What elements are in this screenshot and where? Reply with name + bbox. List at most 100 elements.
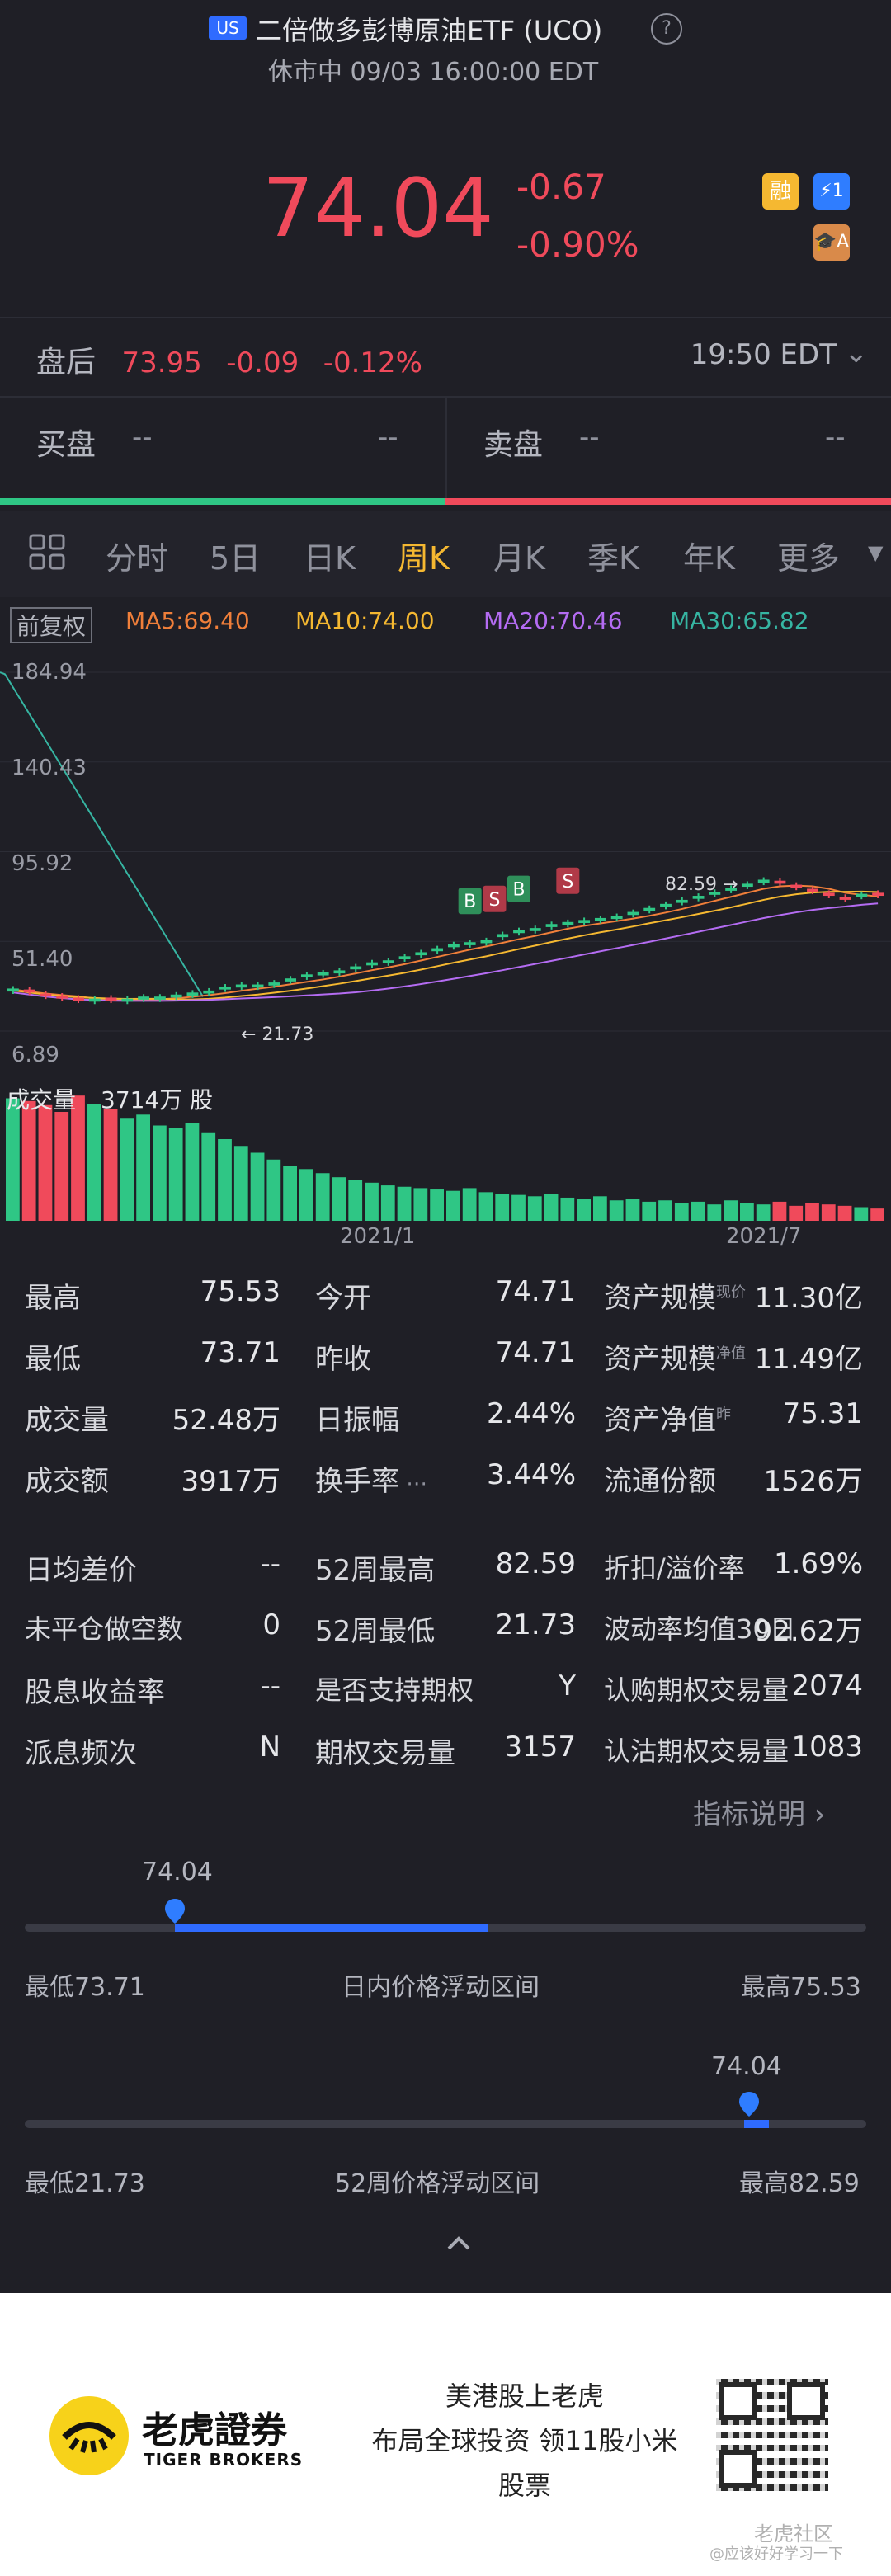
- tab-more[interactable]: 更多: [777, 540, 841, 577]
- candle: [823, 892, 835, 897]
- candle: [333, 970, 346, 974]
- volume-bar: [462, 1188, 477, 1221]
- candle: [627, 911, 639, 916]
- ask-label: 卖盘: [483, 428, 544, 462]
- stat-value: 11.49亿: [754, 1343, 863, 1376]
- volume-bar: [707, 1204, 722, 1221]
- after-hours-time: 19:50 EDT: [690, 338, 837, 371]
- after-hours-label: 盘后: [36, 346, 97, 379]
- candle: [741, 883, 753, 888]
- stat-label: 派息频次: [25, 1737, 137, 1770]
- volume-bar: [577, 1199, 591, 1221]
- tab-5day[interactable]: 5日: [210, 540, 262, 577]
- ask-strength-bar: [446, 498, 891, 505]
- ma5-label: MA5:69.40: [125, 607, 250, 634]
- candle: [398, 956, 411, 959]
- candle: [40, 993, 52, 997]
- after-hours-row[interactable]: 盘后 73.95 -0.09 -0.12% 19:50 EDT ⌄: [36, 337, 868, 379]
- volume-bar: [789, 1205, 804, 1221]
- indicator-link-label: 指标说明: [693, 1798, 805, 1831]
- x-tick-label: 2021/1: [340, 1224, 416, 1249]
- candle: [529, 928, 541, 931]
- ma20-line: [12, 902, 879, 1002]
- stat-label: 是否支持期权: [315, 1674, 474, 1706]
- qr-code-icon[interactable]: [716, 2379, 828, 2491]
- stat-label: 52周最高: [315, 1554, 436, 1587]
- divider: [0, 317, 891, 318]
- volume-bar: [201, 1132, 216, 1221]
- volume-bar: [120, 1118, 134, 1221]
- indicator-link[interactable]: 指标说明 ›: [693, 1798, 826, 1831]
- info-icon[interactable]: ⋯: [399, 1472, 428, 1496]
- flash-icon[interactable]: ⚡1: [813, 173, 850, 210]
- candle: [725, 888, 738, 891]
- candle: [186, 992, 199, 996]
- education-icon[interactable]: 🎓A: [813, 224, 850, 261]
- candle: [856, 893, 868, 897]
- candle: [594, 917, 606, 921]
- volume-bar: [348, 1180, 363, 1221]
- tab-daily-k[interactable]: 日K: [304, 540, 356, 577]
- week52-range-fill: [744, 2120, 769, 2128]
- candle: [513, 930, 525, 934]
- volume-bar: [413, 1188, 428, 1221]
- candle: [692, 896, 705, 899]
- candle: [610, 916, 623, 920]
- collapse-chevron-icon[interactable]: [442, 2230, 475, 2255]
- volume-bar: [512, 1194, 526, 1221]
- volume-bar: [38, 1104, 53, 1221]
- tab-quarterly-k[interactable]: 季K: [587, 540, 639, 577]
- volume-bar: [642, 1201, 657, 1221]
- tiger-logo-icon: [50, 2396, 129, 2475]
- location-pin-icon: [165, 1899, 185, 1924]
- margin-icon[interactable]: 融: [762, 173, 799, 210]
- stat-label: 成交额: [25, 1465, 109, 1498]
- volume-bar: [250, 1152, 265, 1221]
- week52-range-track: [25, 2120, 866, 2128]
- stat-label: 认沽期权交易量: [604, 1735, 790, 1767]
- tab-weekly-k[interactable]: 周K: [398, 540, 450, 577]
- candle: [415, 952, 427, 956]
- tab-yearly-k[interactable]: 年K: [683, 540, 735, 577]
- volume-bar: [87, 1104, 101, 1221]
- candle: [545, 924, 558, 927]
- stat-value: 75.53: [200, 1275, 280, 1308]
- y-tick-label: 95.92: [12, 851, 73, 876]
- volume-bar: [103, 1109, 118, 1221]
- volume-bar: [380, 1185, 395, 1221]
- y-tick-label: 51.40: [12, 947, 73, 972]
- tab-monthly-k[interactable]: 月K: [493, 540, 545, 577]
- volume-bar: [560, 1197, 575, 1221]
- volume-bar: [870, 1208, 884, 1221]
- bid-price: --: [132, 421, 153, 454]
- stat-label: 资产规模净值: [604, 1343, 746, 1376]
- security-title[interactable]: 二倍做多彭博原油ETF (UCO): [256, 15, 603, 46]
- more-dropdown-icon[interactable]: ▼: [868, 541, 884, 564]
- adjust-mode-button[interactable]: 前复权: [10, 607, 93, 643]
- volume-bar: [446, 1190, 460, 1221]
- volume-bar: [544, 1194, 559, 1221]
- y-tick-label: 184.94: [12, 660, 87, 685]
- candle: [121, 998, 134, 1002]
- candle: [807, 888, 818, 892]
- volume-bar: [54, 1112, 69, 1221]
- stat-value: 2.44%: [486, 1397, 576, 1430]
- candle: [88, 998, 101, 1002]
- grid-icon[interactable]: [28, 533, 66, 578]
- help-icon[interactable]: ?: [651, 13, 682, 45]
- volume-bar: [218, 1139, 232, 1221]
- trade-marker: [556, 867, 580, 894]
- x-tick-label: 2021/7: [726, 1224, 802, 1249]
- candle: [497, 934, 509, 938]
- candle: [317, 972, 329, 976]
- volume-bar: [837, 1205, 852, 1221]
- volume-bar: [153, 1125, 167, 1221]
- stat-value: 1.69%: [773, 1547, 863, 1580]
- high-marker: 82.59 →: [665, 874, 738, 895]
- tab-intraday[interactable]: 分时: [106, 540, 169, 577]
- watermark: 老虎社区: [754, 2522, 833, 2545]
- stat-value: 3157: [504, 1731, 576, 1764]
- watermark-sub: @应该好好学习一下: [710, 2545, 843, 2563]
- stat-label-qualifier: 昨: [716, 1406, 731, 1424]
